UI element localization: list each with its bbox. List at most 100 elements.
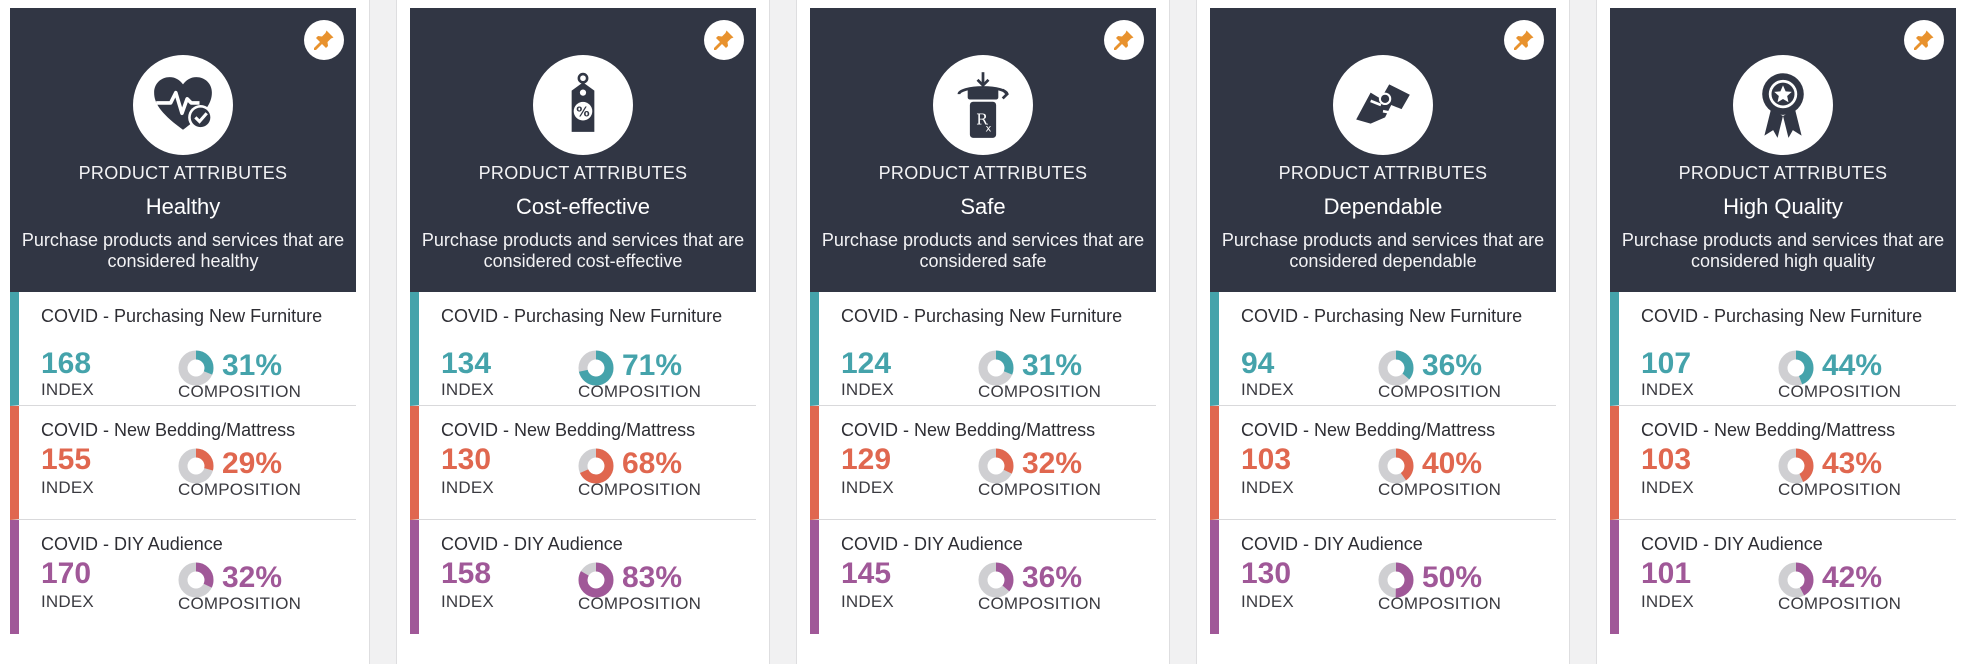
segment-name: COVID - Purchasing New Furniture — [1641, 306, 1923, 326]
composition-donut — [578, 562, 614, 598]
card-gutter — [1569, 0, 1597, 664]
segment-name: COVID - New Bedding/Mattress — [41, 420, 296, 440]
pin-button[interactable] — [1104, 20, 1144, 60]
card-title: Dependable — [1323, 194, 1443, 219]
segment-name: COVID - DIY Audience — [841, 534, 1023, 554]
card-eyebrow: PRODUCT ATTRIBUTES — [1278, 163, 1488, 183]
index-value: 158 — [441, 557, 492, 590]
card-description: Purchase products and services that are … — [821, 230, 1145, 271]
svg-text:R: R — [976, 111, 988, 129]
pin-icon — [714, 30, 734, 50]
segment-list: COVID - Purchasing New Furniture 124 IND… — [810, 292, 1156, 634]
index-label: INDEX — [1641, 592, 1694, 611]
composition-donut — [1778, 350, 1814, 386]
index-value: 129 — [841, 443, 892, 476]
composition-donut — [978, 562, 1014, 598]
composition-value: 71% — [622, 349, 683, 382]
index-label: INDEX — [841, 592, 894, 611]
svg-text:x: x — [986, 123, 992, 134]
attribute-card-high-quality: PRODUCT ATTRIBUTES High Quality Purchase… — [1610, 8, 1956, 664]
award-ribbon-icon — [1733, 55, 1833, 155]
card-header: % PRODUCT ATTRIBUTES Cost-effective Purc… — [410, 8, 756, 292]
card-gutter — [369, 0, 397, 664]
index-value: 130 — [441, 443, 492, 476]
index-label: INDEX — [1641, 478, 1694, 497]
segment-name: COVID - New Bedding/Mattress — [841, 420, 1096, 440]
composition-value: 50% — [1422, 561, 1483, 594]
index-value: 107 — [1641, 347, 1692, 380]
index-value: 145 — [841, 557, 892, 590]
composition-value: 36% — [1422, 349, 1483, 382]
pin-button[interactable] — [1904, 20, 1944, 60]
segment-row[interactable]: COVID - DIY Audience 145 INDEX 36% COMPO… — [810, 520, 1156, 634]
composition-label: COMPOSITION — [978, 480, 1102, 499]
composition-value: 83% — [622, 561, 683, 594]
composition-donut — [978, 448, 1014, 484]
segment-row[interactable]: COVID - Purchasing New Furniture 134 IND… — [410, 292, 756, 406]
card-eyebrow: PRODUCT ATTRIBUTES — [478, 163, 688, 183]
segment-row[interactable]: COVID - Purchasing New Furniture 124 IND… — [810, 292, 1156, 406]
composition-value: 40% — [1422, 447, 1483, 480]
composition-label: COMPOSITION — [1378, 382, 1502, 401]
index-value: 103 — [1641, 443, 1692, 476]
segment-row[interactable]: COVID - Purchasing New Furniture 94 INDE… — [1210, 292, 1556, 406]
heart-check-icon — [133, 55, 233, 155]
card-eyebrow: PRODUCT ATTRIBUTES — [878, 163, 1088, 183]
segment-row[interactable]: COVID - New Bedding/Mattress 155 INDEX 2… — [10, 406, 356, 520]
pin-button[interactable] — [304, 20, 344, 60]
segment-row[interactable]: COVID - DIY Audience 158 INDEX 83% COMPO… — [410, 520, 756, 634]
composition-donut — [1778, 562, 1814, 598]
composition-value: 32% — [1022, 447, 1083, 480]
attribute-card-dependable: PRODUCT ATTRIBUTES Dependable Purchase p… — [1210, 8, 1556, 664]
card-header: PRODUCT ATTRIBUTES Healthy Purchase prod… — [10, 8, 356, 292]
composition-label: COMPOSITION — [1778, 480, 1902, 499]
composition-label: COMPOSITION — [578, 382, 702, 401]
segment-list: COVID - Purchasing New Furniture 107 IND… — [1610, 292, 1956, 634]
index-label: INDEX — [441, 592, 494, 611]
segment-list: COVID - Purchasing New Furniture 94 INDE… — [1210, 292, 1556, 634]
composition-value: 68% — [622, 447, 683, 480]
composition-value: 43% — [1822, 447, 1883, 480]
pin-button[interactable] — [1504, 20, 1544, 60]
composition-donut — [978, 350, 1014, 386]
composition-value: 44% — [1822, 349, 1883, 382]
composition-label: COMPOSITION — [578, 594, 702, 613]
pin-button[interactable] — [704, 20, 744, 60]
index-label: INDEX — [841, 380, 894, 399]
segment-row[interactable]: COVID - Purchasing New Furniture 168 IND… — [10, 292, 356, 406]
composition-value: 31% — [222, 349, 283, 382]
segment-list: COVID - Purchasing New Furniture 168 IND… — [10, 292, 356, 634]
card-description: Purchase products and services that are … — [421, 230, 745, 271]
index-label: INDEX — [441, 478, 494, 497]
composition-value: 31% — [1022, 349, 1083, 382]
composition-donut — [1378, 448, 1414, 484]
segment-row[interactable]: COVID - New Bedding/Mattress 130 INDEX 6… — [410, 406, 756, 520]
segment-row[interactable]: COVID - DIY Audience 130 INDEX 50% COMPO… — [1210, 520, 1556, 634]
card-title: Safe — [960, 194, 1006, 219]
segment-row[interactable]: COVID - Purchasing New Furniture 107 IND… — [1610, 292, 1956, 406]
card-eyebrow: PRODUCT ATTRIBUTES — [78, 163, 288, 183]
index-label: INDEX — [1241, 592, 1294, 611]
card-description: Purchase products and services that are … — [1621, 230, 1945, 271]
composition-label: COMPOSITION — [978, 382, 1102, 401]
index-value: 168 — [41, 347, 92, 380]
segment-list: COVID - Purchasing New Furniture 134 IND… — [410, 292, 756, 634]
composition-donut — [578, 448, 614, 484]
composition-label: COMPOSITION — [1778, 382, 1902, 401]
segment-row[interactable]: COVID - New Bedding/Mattress 103 INDEX 4… — [1210, 406, 1556, 520]
card-header: PRODUCT ATTRIBUTES High Quality Purchase… — [1610, 8, 1956, 292]
segment-row[interactable]: COVID - New Bedding/Mattress 129 INDEX 3… — [810, 406, 1156, 520]
segment-row[interactable]: COVID - New Bedding/Mattress 103 INDEX 4… — [1610, 406, 1956, 520]
segment-row[interactable]: COVID - DIY Audience 101 INDEX 42% COMPO… — [1610, 520, 1956, 634]
composition-value: 29% — [222, 447, 283, 480]
index-label: INDEX — [1241, 380, 1294, 399]
price-tag-percent-icon: % — [533, 55, 633, 155]
segment-row[interactable]: COVID - DIY Audience 170 INDEX 32% COMPO… — [10, 520, 356, 634]
index-value: 94 — [1241, 347, 1275, 380]
pin-icon — [1514, 30, 1534, 50]
composition-label: COMPOSITION — [578, 480, 702, 499]
